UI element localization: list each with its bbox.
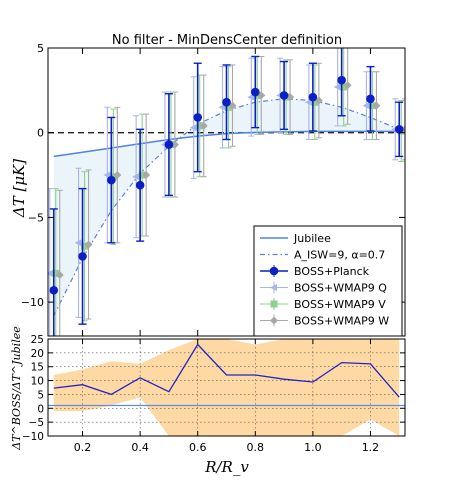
ratio-line bbox=[53, 343, 400, 398]
bottom-chart: −10 −5 0 510 15 20 25 0.2 0.4 0.6 0.8 1.0 1.2 bbox=[22, 334, 406, 454]
legend-label: BOSS+WMAP9 W bbox=[294, 315, 389, 328]
bottom-y-tick-label: −10 bbox=[22, 431, 44, 443]
wmap9-q-point bbox=[74, 239, 82, 247]
wmap9-w-point bbox=[170, 140, 179, 149]
wmap9-v-point bbox=[81, 242, 89, 250]
boss-planck-point bbox=[135, 180, 145, 190]
x-tick-label: 1.0 bbox=[304, 441, 322, 454]
top-y-tick-label: 5 bbox=[37, 42, 44, 55]
top-y-axis-label: ΔT [μK] bbox=[10, 159, 28, 218]
legend-label: BOSS+WMAP9 Q bbox=[294, 282, 387, 295]
legend-box bbox=[253, 225, 403, 337]
top-y-tick-label: −5 bbox=[28, 211, 44, 224]
ratio-error-band bbox=[53, 339, 400, 436]
top-y-tick-label: 0 bbox=[37, 127, 44, 140]
top-plot-area bbox=[48, 48, 405, 336]
boss-planck-point bbox=[164, 140, 174, 149]
legend-wmap9-v-marker bbox=[270, 300, 278, 308]
wmap9-q-point bbox=[103, 171, 111, 179]
x-tick-label: 1.2 bbox=[362, 441, 380, 454]
boss-planck-point bbox=[394, 125, 404, 134]
boss-planck-point bbox=[308, 92, 318, 102]
bottom-y-tick-label: 25 bbox=[31, 334, 44, 346]
boss-planck-point bbox=[222, 97, 231, 107]
wmap9-q-point bbox=[247, 93, 255, 101]
bottom-y-tick-label: 5 bbox=[37, 389, 44, 401]
legend-wmap9-q-marker bbox=[270, 284, 277, 291]
legend-label: Jubilee bbox=[293, 232, 331, 245]
wmap9-q-point bbox=[48, 269, 53, 277]
wmap9-w-point bbox=[199, 121, 208, 130]
top-plot-frame bbox=[47, 47, 406, 337]
legend-wmap9-w-marker bbox=[270, 316, 278, 325]
wmap9-v-point bbox=[225, 103, 232, 111]
legend-boss-planck-marker bbox=[269, 266, 279, 276]
x-tick-label: 0.2 bbox=[74, 441, 92, 454]
legend-label: BOSS+WMAP9 V bbox=[294, 298, 386, 311]
wmap9-q-point bbox=[189, 124, 197, 132]
boss-planck-point bbox=[337, 75, 346, 85]
bottom-y-tick-label: 15 bbox=[31, 362, 44, 374]
top-y-tick-label: −10 bbox=[21, 296, 44, 309]
x-tick-label: 0.6 bbox=[189, 441, 207, 454]
x-axis-label: R/R_v bbox=[204, 458, 249, 476]
wmap9-v-point bbox=[340, 83, 348, 91]
wmap9-v-point bbox=[52, 269, 60, 277]
wmap9-q-point bbox=[362, 102, 370, 110]
bottom-y-tick-label: −5 bbox=[29, 417, 44, 429]
x-tick-label: 0.8 bbox=[247, 441, 265, 454]
bottom-y-tick-label: 10 bbox=[31, 376, 44, 388]
boss-planck-point bbox=[366, 94, 375, 104]
wmap9-w-point bbox=[113, 171, 122, 180]
wmap9-v-point bbox=[311, 98, 319, 106]
wmap9-w-point bbox=[142, 171, 151, 180]
x-tick-label: 0.4 bbox=[131, 441, 149, 454]
bottom-plot-frame bbox=[47, 338, 406, 437]
wmap9-w-point bbox=[55, 271, 64, 280]
bottom-y-tick-label: 0 bbox=[37, 403, 44, 415]
boss-planck-point bbox=[279, 91, 289, 100]
wmap9-w-point bbox=[372, 101, 381, 110]
boss-planck-point bbox=[107, 175, 116, 185]
bottom-plot-area bbox=[48, 339, 405, 436]
top-chart: −10 −5 0 5 bbox=[21, 42, 406, 337]
bottom-y-axis-label: ΔT^BOSS/ΔT^Jubilee bbox=[10, 326, 23, 451]
boss-planck-point bbox=[193, 113, 203, 122]
wmap9-q-point bbox=[218, 103, 226, 111]
legend-label: A_ISW=9, α=0.7 bbox=[294, 249, 385, 262]
bottom-y-tick-label: 20 bbox=[31, 348, 44, 360]
boss-planck-point bbox=[78, 252, 87, 261]
wmap9-w-point bbox=[343, 81, 352, 90]
legend-label: BOSS+Planck bbox=[294, 265, 370, 278]
legend: Jubilee A_ISW=9, α=0.7 BOSS+Planck BOSS+WMA… bbox=[253, 225, 403, 337]
boss-planck-point bbox=[49, 285, 59, 295]
wmap9-q-point bbox=[132, 173, 140, 181]
wmap9-w-point bbox=[84, 240, 93, 249]
wmap9-q-point bbox=[304, 98, 312, 106]
wmap9-q-point bbox=[333, 83, 341, 91]
boss-planck-point bbox=[250, 87, 260, 97]
top-chart-title: No filter - MinDensCenter definition bbox=[112, 33, 342, 48]
